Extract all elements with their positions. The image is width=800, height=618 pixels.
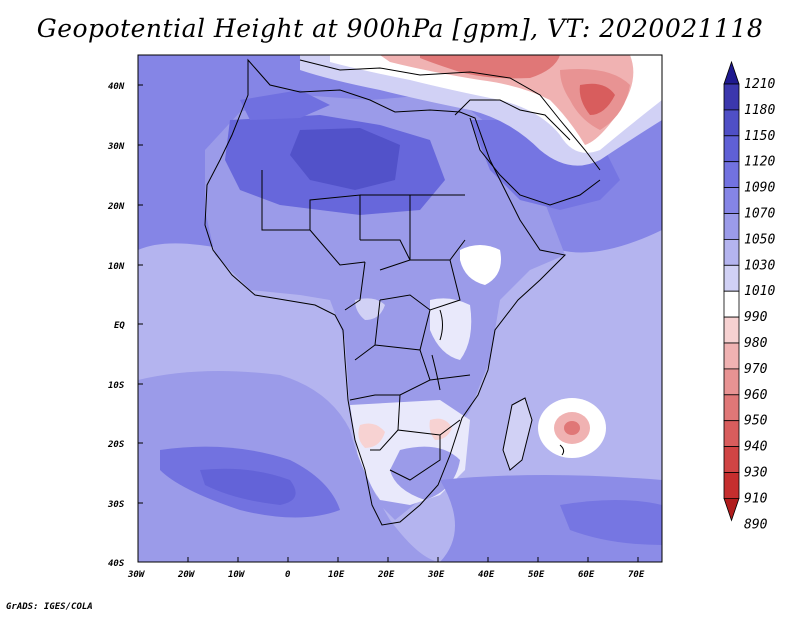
colorbar-label: 1090 xyxy=(744,181,775,196)
grads-credit: GrADS: IGES/COLA xyxy=(6,602,93,612)
y-tick-label: 40N xyxy=(108,82,125,92)
lakes-region xyxy=(430,298,472,360)
y-tick-label: 10N xyxy=(108,262,125,272)
colorbar-swatch xyxy=(723,472,740,499)
colorbar-swatch xyxy=(723,316,740,344)
colorbar-label: 1030 xyxy=(744,258,775,273)
colorbar-swatch xyxy=(723,83,740,111)
map-title: Geopotential Height at 900hPa [gpm], VT:… xyxy=(36,14,764,43)
y-tick-label: 40S xyxy=(108,559,125,569)
colorbar-swatch xyxy=(723,264,740,292)
x-tick-label: 10E xyxy=(328,570,345,580)
great-lakes xyxy=(431,309,443,391)
cyclone-eye xyxy=(564,421,580,435)
colorbar: 1210 1180 1150 1120 1090 1070 1050 1030 1010 990 9… xyxy=(723,60,775,532)
x-tick-label: 50E xyxy=(528,570,545,580)
x-tick-label: 0 xyxy=(285,570,291,580)
colorbar-swatch xyxy=(723,109,740,137)
colorbar-label: 1180 xyxy=(744,103,775,118)
colorbar-label: 980 xyxy=(744,336,768,351)
colorbar-label: 1120 xyxy=(744,155,775,170)
colorbar-swatch xyxy=(723,238,740,266)
x-tick-label: 20E xyxy=(377,570,395,580)
x-tick-label: 40E xyxy=(478,570,495,580)
colorbar-label: 930 xyxy=(744,466,768,481)
x-tick-label: 10W xyxy=(228,570,246,580)
colorbar-swatch xyxy=(723,420,740,448)
middle-east-coast xyxy=(299,59,601,206)
height-field xyxy=(138,55,662,562)
sahara-core xyxy=(290,128,400,190)
colorbar-swatch xyxy=(723,135,740,163)
indian-ocean-band xyxy=(440,475,662,562)
colorbar-label: 1050 xyxy=(744,232,775,247)
y-tick-label: 20S xyxy=(107,440,125,450)
y-tick-label: 20N xyxy=(107,202,125,212)
africa-coastline xyxy=(204,58,567,526)
indian-ocean-high xyxy=(560,500,662,545)
colorbar-label: 940 xyxy=(744,440,768,455)
colorbar-swatch xyxy=(723,290,740,318)
y-tick-label: EQ xyxy=(114,321,125,331)
colorbar-swatch xyxy=(723,368,740,396)
colorbar-label: 950 xyxy=(744,414,768,429)
colorbar-swatch xyxy=(723,394,740,422)
colorbar-label: 1210 xyxy=(744,77,775,92)
ethiopia-white xyxy=(460,245,501,285)
country-borders xyxy=(261,170,471,481)
x-tick-label: 30E xyxy=(427,570,445,580)
plot-frame xyxy=(137,54,663,563)
colorbar-label: 1010 xyxy=(744,284,775,299)
y-tick-label: 10S xyxy=(108,381,125,391)
colorbar-label: 970 xyxy=(744,362,768,377)
y-tick-label: 30S xyxy=(107,500,125,510)
colorbar-bottom-arrow xyxy=(723,497,740,522)
x-tick-label: 20W xyxy=(177,570,196,580)
colorbar-label: 890 xyxy=(744,517,768,532)
colorbar-label: 1150 xyxy=(744,129,775,144)
x-tick-label: 30W xyxy=(127,570,146,580)
maghreb-band xyxy=(240,90,330,120)
colorbar-label: 910 xyxy=(744,491,768,506)
reunion xyxy=(559,444,565,456)
y-axis-labels: 40N 30N 20N 10N EQ 10S 20S 30S 40S xyxy=(107,82,125,569)
madagascar xyxy=(502,397,533,471)
colorbar-label: 990 xyxy=(744,310,768,325)
congo-patch xyxy=(355,298,385,320)
colorbar-swatch xyxy=(723,342,740,370)
south-africa-plateau xyxy=(390,446,460,500)
colorbar-swatch xyxy=(723,213,740,240)
x-tick-label: 70E xyxy=(628,570,645,580)
colorbar-swatch xyxy=(723,161,740,188)
namibia-pink xyxy=(358,423,385,448)
colorbar-label: 1070 xyxy=(744,207,775,222)
coastlines xyxy=(204,58,601,526)
colorbar-label: 960 xyxy=(744,388,768,403)
x-tick-label: 60E xyxy=(578,570,595,580)
colorbar-swatch xyxy=(723,446,740,473)
north-red-1 xyxy=(420,55,560,79)
north-red-3 xyxy=(579,83,615,115)
x-axis-labels: 30W 20W 10W 0 10E 20E 30E 40E 50E 60E 70… xyxy=(127,570,645,580)
colorbar-top-arrow xyxy=(723,60,740,85)
axis-ticks xyxy=(138,84,639,562)
y-tick-label: 30N xyxy=(107,142,125,152)
south-atlantic-core xyxy=(200,468,296,505)
colorbar-swatch xyxy=(723,187,740,214)
